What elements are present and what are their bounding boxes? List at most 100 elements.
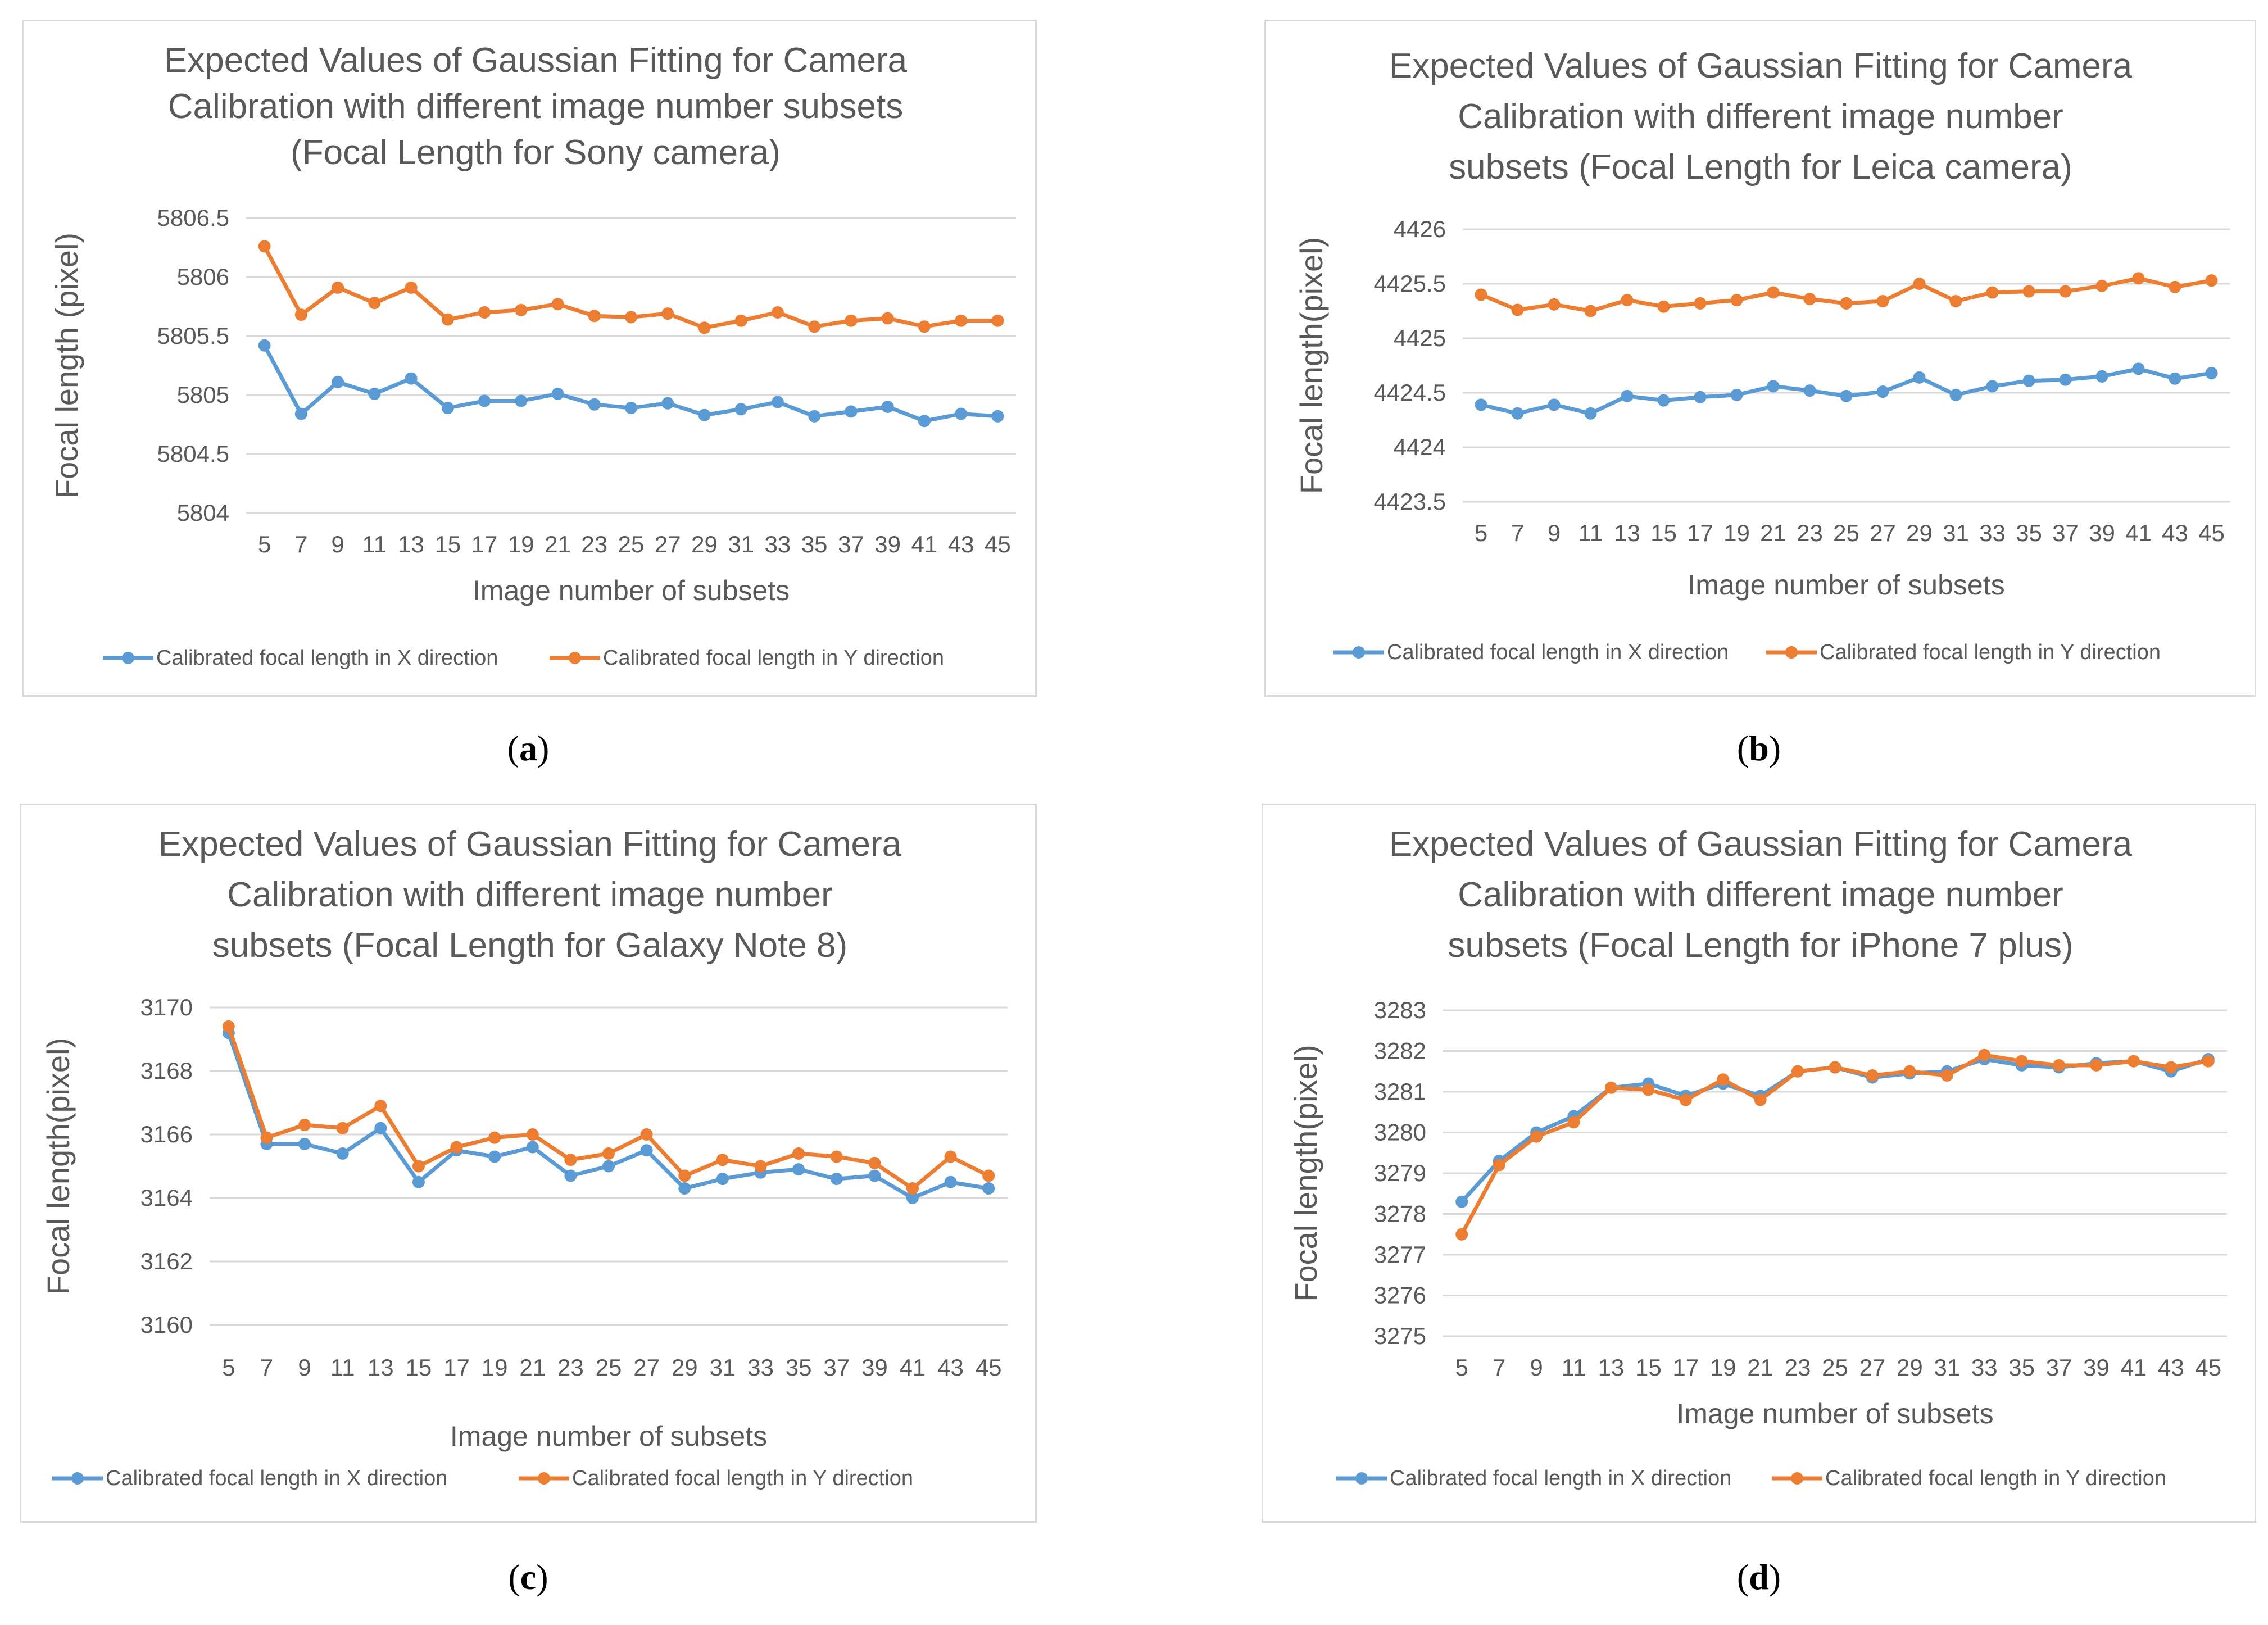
- x-tick-label: 43: [2158, 1354, 2184, 1381]
- x-tick-label: 19: [1723, 520, 1750, 546]
- series-x-point: [1621, 389, 1634, 402]
- x-tick-label: 25: [618, 531, 645, 557]
- series-x-point: [625, 402, 637, 415]
- y-tick-label: 5806.5: [157, 205, 229, 231]
- x-tick-label: 13: [1614, 520, 1640, 546]
- series-x-point: [845, 405, 858, 418]
- x-tick-label: 9: [1530, 1354, 1543, 1381]
- series-y-point: [2202, 1055, 2215, 1068]
- series-x-point: [2022, 374, 2035, 387]
- y-tick-label: 3170: [140, 994, 193, 1020]
- chart-title-line: Expected Values of Gaussian Fitting for …: [158, 825, 902, 864]
- y-tick-label: 4425.5: [1374, 270, 1446, 297]
- series-y-point: [374, 1100, 387, 1113]
- series-x-point: [1548, 398, 1561, 411]
- series-y-point: [845, 314, 858, 327]
- series-x-point: [1949, 388, 1962, 401]
- x-tick-label: 31: [1934, 1354, 1960, 1381]
- chart-title-line: Expected Values of Gaussian Fitting for …: [164, 41, 908, 80]
- series-x-point: [526, 1141, 539, 1154]
- series-y-point: [602, 1147, 615, 1160]
- x-tick-label: 11: [1562, 1354, 1586, 1381]
- y-tick-label: 3277: [1374, 1241, 1426, 1268]
- series-y-point: [258, 240, 271, 253]
- series-x-point: [1511, 407, 1524, 420]
- series-y-point: [2165, 1061, 2178, 1074]
- x-axis-label: Image number of subsets: [1676, 1398, 1993, 1429]
- series-y-point: [488, 1131, 501, 1144]
- series-y-point: [1679, 1093, 1692, 1106]
- x-tick-label: 37: [823, 1354, 850, 1381]
- series-y-point: [2090, 1059, 2103, 1072]
- series-y-point: [1717, 1073, 1730, 1086]
- legend-swatch-marker: [1355, 1472, 1368, 1485]
- legend-label: Calibrated focal length in Y direction: [603, 646, 944, 670]
- series-y-point: [982, 1169, 995, 1182]
- series-y-point: [1949, 295, 1962, 308]
- chart-panel-d: Expected Values of Gaussian Fitting for …: [1262, 804, 2256, 1523]
- legend-swatch-marker: [569, 652, 581, 664]
- x-tick-label: 13: [398, 531, 424, 557]
- series-x-point: [412, 1175, 425, 1188]
- series-y-point: [1940, 1069, 1953, 1082]
- series-y-point: [1754, 1093, 1767, 1106]
- series-x-point: [515, 394, 528, 407]
- series-y-point: [716, 1154, 729, 1166]
- series-y-point: [405, 281, 418, 294]
- series-y-point: [1840, 297, 1853, 310]
- series-x-point: [808, 410, 821, 423]
- x-tick-label: 15: [434, 531, 461, 557]
- series-x-point: [2205, 367, 2218, 380]
- series-y-point: [1475, 288, 1487, 301]
- chart-title-line: Calibration with different image number …: [168, 87, 903, 126]
- y-tick-label: 5806: [177, 264, 229, 290]
- y-tick-label: 4426: [1394, 216, 1446, 242]
- chart-d: Expected Values of Gaussian Fitting for …: [1288, 825, 2227, 1490]
- legend-swatch-marker: [1785, 646, 1798, 659]
- x-tick-label: 25: [1822, 1354, 1848, 1381]
- series-y-point: [1604, 1081, 1617, 1094]
- series-y-point: [1548, 298, 1561, 311]
- x-tick-label: 7: [294, 531, 307, 557]
- series-x-point: [918, 415, 931, 428]
- series-y-point: [955, 314, 968, 327]
- series-y-point: [754, 1160, 767, 1173]
- legend-swatch-marker: [1353, 646, 1365, 659]
- series-y-point: [734, 314, 747, 327]
- series-x-point: [906, 1192, 919, 1204]
- series-y-point: [2059, 285, 2072, 298]
- x-tick-label: 45: [2195, 1354, 2221, 1381]
- x-tick-label: 43: [948, 531, 974, 557]
- legend-swatch-marker: [71, 1472, 84, 1485]
- series-x-point: [830, 1173, 843, 1186]
- series-y-point: [2127, 1055, 2140, 1068]
- y-tick-label: 3279: [1374, 1160, 1426, 1186]
- series-x-point: [771, 396, 784, 408]
- x-tick-label: 39: [2089, 520, 2115, 546]
- series-y-point: [1829, 1061, 1841, 1074]
- series-y-point: [2053, 1059, 2066, 1072]
- x-tick-label: 41: [900, 1354, 926, 1381]
- series-y-point: [222, 1020, 235, 1033]
- y-tick-label: 3278: [1374, 1201, 1426, 1227]
- x-tick-label: 17: [1672, 1354, 1699, 1381]
- chart-panel-c: Expected Values of Gaussian Fitting for …: [20, 804, 1037, 1523]
- series-x-point: [368, 387, 381, 400]
- x-tick-label: 11: [362, 531, 387, 557]
- series-x-point: [294, 407, 307, 420]
- series-y-point: [1791, 1065, 1804, 1078]
- x-tick-label: 45: [985, 531, 1011, 557]
- chart-b: Expected Values of Gaussian Fitting for …: [1294, 47, 2230, 664]
- x-tick-label: 29: [1906, 520, 1933, 546]
- series-y-point: [918, 320, 931, 333]
- series-x-point: [2095, 370, 2108, 383]
- series-y-point: [881, 312, 894, 325]
- x-tick-label: 37: [2046, 1354, 2072, 1381]
- x-tick-label: 5: [258, 531, 271, 557]
- x-tick-label: 17: [471, 531, 498, 557]
- y-tick-label: 3275: [1374, 1323, 1426, 1349]
- y-tick-label: 4425: [1394, 325, 1446, 351]
- series-y-point: [771, 306, 784, 319]
- series-x-point: [1475, 398, 1487, 411]
- series-y-point: [294, 308, 307, 321]
